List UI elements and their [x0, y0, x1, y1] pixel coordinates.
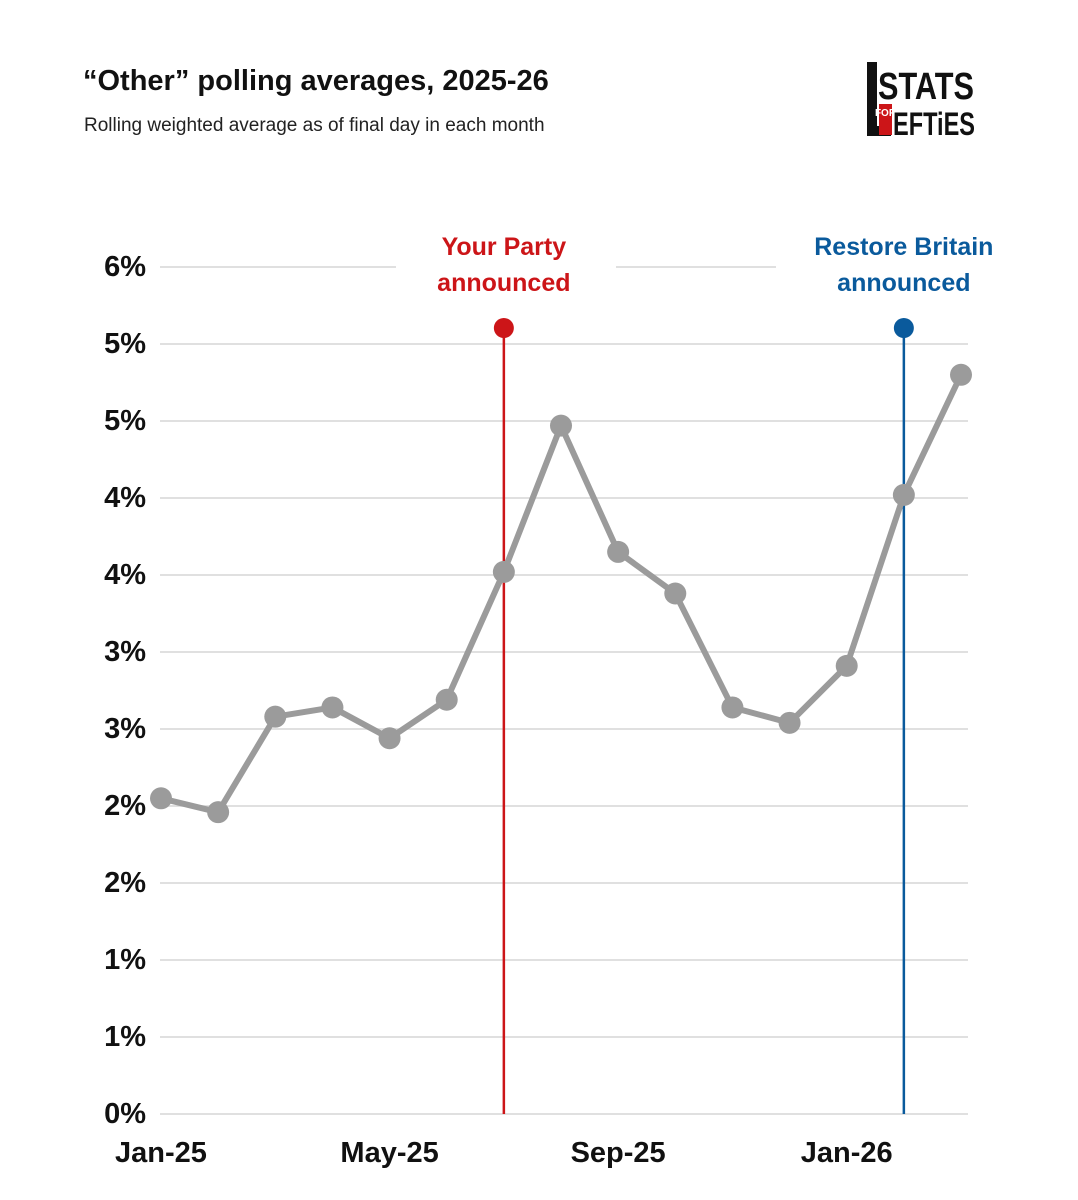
data-point	[950, 363, 972, 386]
data-point	[435, 688, 458, 711]
x-tick-label: Jan-26	[801, 1137, 893, 1169]
stats-for-lefties-logo: STATS FOR EFTiES	[867, 62, 975, 142]
chart-subtitle: Rolling weighted average as of final day…	[84, 115, 545, 136]
logo-for-box	[879, 104, 892, 135]
x-tick-label: May-25	[340, 1137, 438, 1169]
y-tick-label: 1%	[104, 1021, 146, 1053]
x-axis-ticks: Jan-25 May-25 Sep-25 Jan-26	[115, 1137, 893, 1169]
data-point	[492, 560, 515, 583]
data-point	[778, 711, 801, 734]
logo-l-stem	[867, 62, 877, 136]
y-tick-label: 2%	[104, 790, 146, 822]
data-point	[378, 727, 401, 750]
y-tick-label: 3%	[104, 636, 146, 668]
data-point	[321, 696, 344, 719]
annotation-label: Your Party	[442, 233, 567, 261]
y-tick-label: 2%	[104, 867, 146, 899]
data-point	[207, 801, 230, 824]
annotation-marker	[893, 318, 914, 338]
data-point	[264, 705, 287, 728]
y-axis-ticks: 0% 1% 1% 2% 2% 3% 3% 4% 4% 5% 5% 6%	[104, 251, 146, 1130]
y-tick-label: 3%	[104, 713, 146, 745]
data-point	[892, 483, 915, 506]
logo-efties-text: EFTiES	[893, 106, 975, 142]
x-tick-label: Sep-25	[571, 1137, 666, 1169]
y-tick-label: 0%	[104, 1098, 146, 1130]
y-tick-label: 6%	[104, 251, 146, 283]
data-point	[150, 787, 172, 810]
annotations: Your Party announced Restore Britain announ…	[437, 233, 993, 1114]
y-tick-label: 1%	[104, 944, 146, 976]
y-tick-label: 5%	[104, 405, 146, 437]
data-point	[664, 582, 687, 605]
data-point	[607, 540, 630, 563]
logo-stats-text: STATS	[878, 66, 974, 108]
y-tick-label: 5%	[104, 328, 146, 360]
y-tick-label: 4%	[104, 559, 146, 591]
grid-lines	[160, 266, 968, 1115]
data-point	[835, 654, 858, 677]
series-other	[150, 363, 972, 824]
annotation-label: announced	[437, 269, 570, 297]
y-tick-label: 4%	[104, 482, 146, 514]
chart-title: “Other” polling averages, 2025-26	[83, 65, 549, 97]
annotation-marker	[493, 318, 514, 338]
logo-for-text: FOR	[875, 108, 897, 119]
x-tick-label: Jan-25	[115, 1137, 207, 1169]
annotation-label: Restore Britain	[814, 233, 993, 261]
annotation-label: announced	[837, 269, 970, 297]
series-line	[158, 371, 964, 816]
data-point	[721, 696, 744, 719]
data-point	[550, 414, 572, 437]
